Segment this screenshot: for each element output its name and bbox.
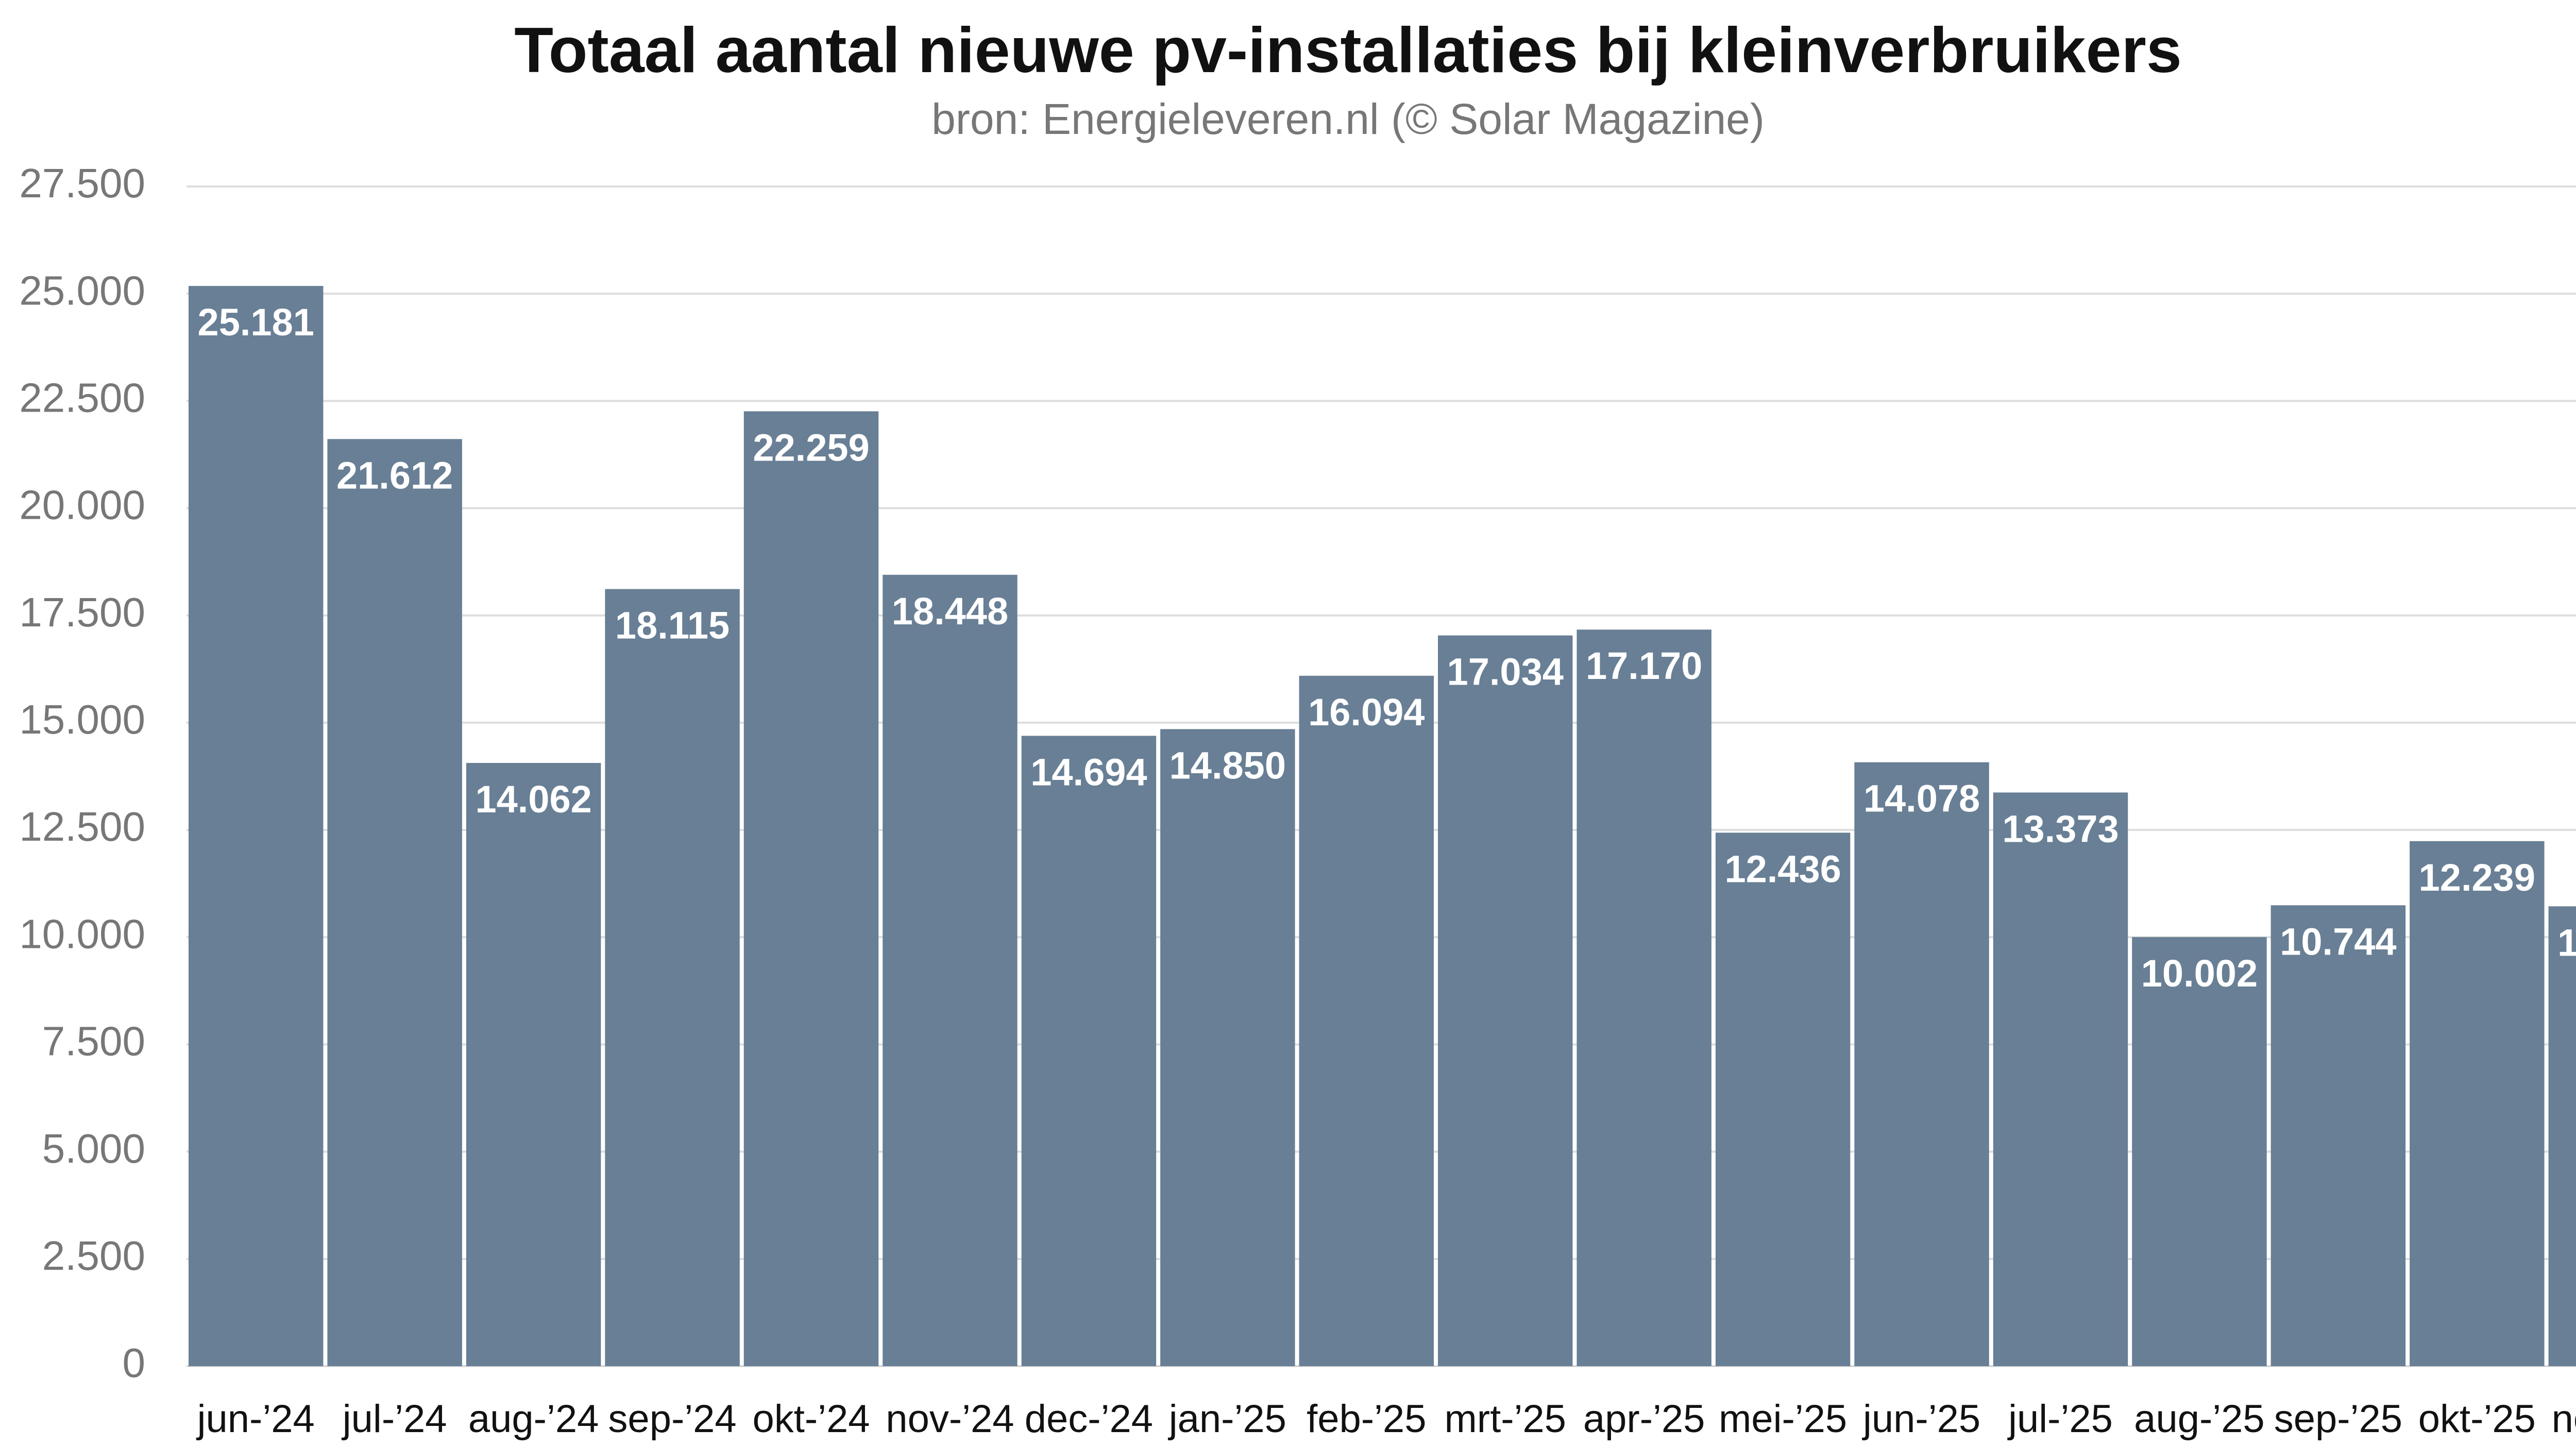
bar-18: [2548, 906, 2576, 1366]
x-tick-label: mei-’25: [1719, 1397, 1847, 1441]
x-tick-label: nov-’25: [2552, 1397, 2576, 1441]
y-tick-label: 17.500: [19, 589, 145, 635]
value-label: 14.062: [475, 778, 591, 821]
value-label: 14.694: [1030, 751, 1147, 793]
bar-17: [2410, 841, 2545, 1366]
bar-15: [2132, 937, 2267, 1366]
y-tick-label: 7.500: [42, 1018, 145, 1064]
value-label: 14.850: [1170, 744, 1286, 787]
y-tick-label: 12.500: [19, 804, 145, 849]
value-label: 25.181: [198, 301, 314, 344]
y-tick-label: 20.000: [19, 482, 145, 528]
value-label: 17.034: [1447, 651, 1564, 693]
value-label: 12.436: [1724, 847, 1841, 890]
y-tick-label: 15.000: [19, 696, 145, 742]
x-tick-label: nov-’24: [886, 1397, 1014, 1441]
value-label: 18.448: [892, 590, 1008, 633]
x-tick-label: aug-’24: [468, 1397, 599, 1441]
bar-10: [1438, 635, 1573, 1366]
value-label: 13.373: [2002, 807, 2119, 850]
value-labels: 25.181 21.612 14.062 18.115 22.259 18.448 14.6…: [198, 301, 2576, 995]
x-tick-label: jun-’24: [196, 1397, 315, 1441]
bar-11: [1577, 630, 1711, 1366]
bar-4: [605, 589, 740, 1366]
bar-8: [1160, 729, 1295, 1366]
bar-16: [2270, 905, 2406, 1366]
value-label: 14.078: [1863, 777, 1980, 820]
x-tick-label: apr-’25: [1583, 1397, 1705, 1441]
y-tick-label: 10.000: [19, 911, 145, 957]
y-tick-label: 22.500: [19, 375, 145, 420]
bar-7: [1021, 736, 1157, 1366]
bar-6: [883, 574, 1018, 1366]
bar-9: [1299, 675, 1434, 1366]
y-tick-label: 27.500: [19, 160, 145, 206]
bar-13: [1854, 762, 1989, 1366]
x-tick-label: sep-’24: [608, 1397, 736, 1441]
y-axis: 0 2.500 5.000 7.500 10.000 12.500 15.000 17.500…: [19, 160, 145, 1386]
bar-3: [466, 763, 601, 1366]
x-tick-label: dec-’24: [1025, 1397, 1153, 1441]
y-tick-label: 25.000: [19, 267, 145, 313]
x-tick-label: jan-’25: [1168, 1397, 1286, 1441]
y-tick-label: 0: [123, 1340, 146, 1386]
value-label: 10.744: [2280, 920, 2396, 963]
x-tick-label: jul-’25: [2007, 1397, 2113, 1441]
x-tick-label: mrt-’25: [1444, 1397, 1566, 1441]
y-tick-label: 5.000: [42, 1126, 145, 1171]
value-label: 17.170: [1586, 644, 1702, 687]
x-tick-label: jul-’24: [342, 1397, 447, 1441]
x-tick-label: okt-’25: [2418, 1397, 2536, 1441]
x-axis: jun-’24 jul-’24 aug-’24 sep-’24 okt-’24 nov-’…: [196, 1397, 2576, 1441]
value-label: 10.002: [2141, 952, 2258, 995]
x-tick-label: sep-’25: [2274, 1397, 2402, 1441]
bar-5: [743, 411, 879, 1366]
value-label: 12.239: [2419, 856, 2535, 899]
x-tick-label: okt-’24: [752, 1397, 870, 1441]
grid-lines: [187, 185, 2576, 1367]
bar-12: [1715, 832, 1851, 1366]
bar-1: [189, 286, 324, 1367]
value-label: 10.720: [2557, 921, 2576, 964]
value-label: 18.115: [615, 604, 730, 647]
x-tick-label: aug-’25: [2134, 1397, 2265, 1441]
bars: [189, 286, 2576, 1367]
bar-2: [327, 439, 462, 1366]
bar-14: [1993, 792, 2128, 1366]
y-tick-label: 2.500: [42, 1233, 145, 1279]
x-tick-label: jun-’25: [1862, 1397, 1980, 1441]
value-label: 21.612: [336, 454, 453, 497]
chart-subtitle: bron: Energieleveren.nl (© Solar Magazin…: [931, 95, 1765, 143]
value-label: 16.094: [1308, 691, 1425, 734]
x-tick-label: feb-’25: [1307, 1397, 1426, 1441]
value-label: 22.259: [753, 426, 869, 469]
chart-title: Totaal aantal nieuwe pv-installaties bij…: [514, 15, 2182, 86]
